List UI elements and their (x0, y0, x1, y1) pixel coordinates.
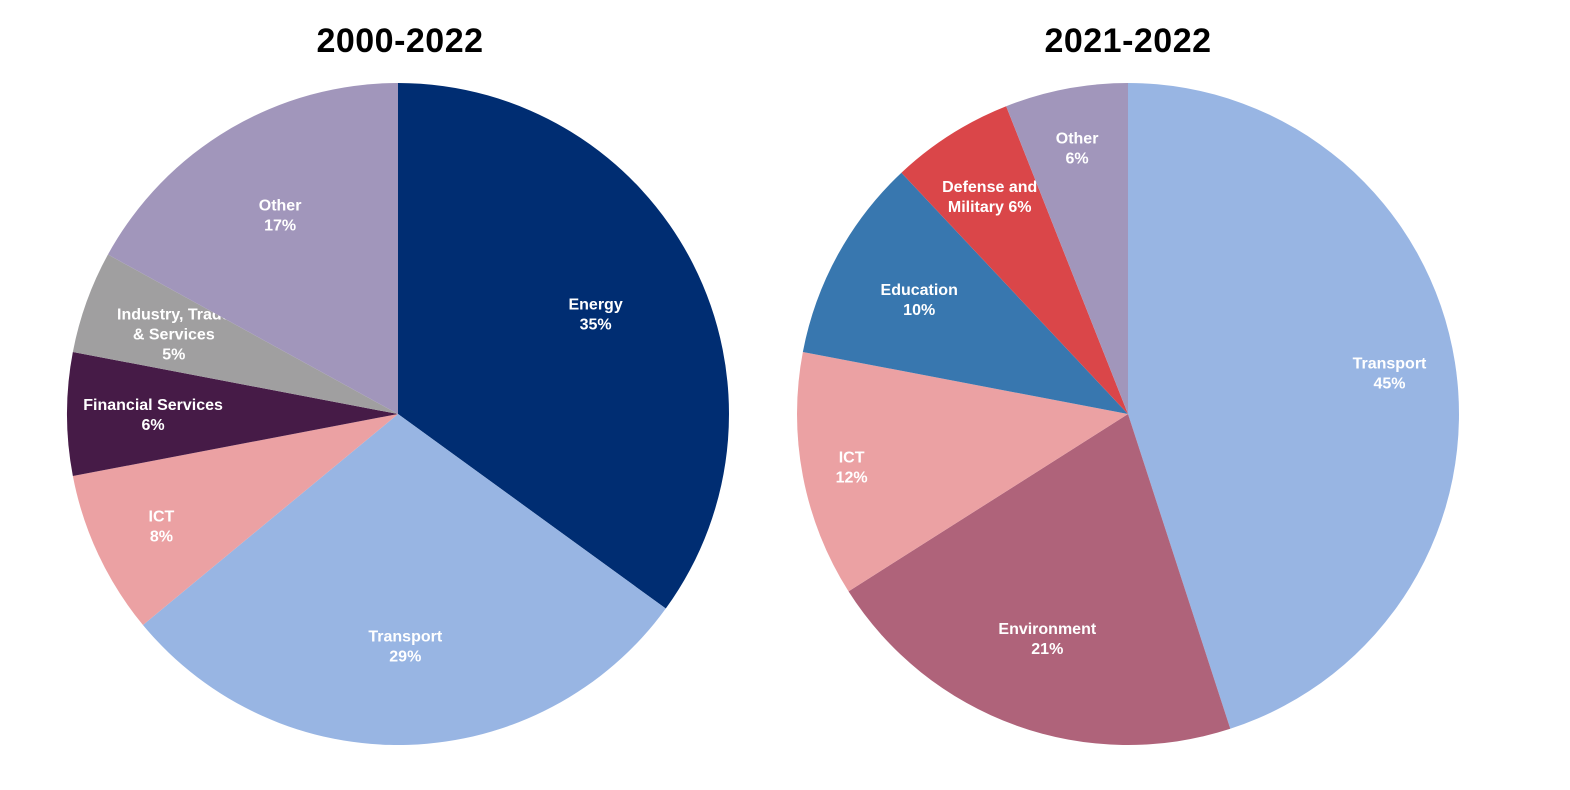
slice-label-line: Industry, Trade (117, 306, 231, 323)
slice-label-line: 45% (1373, 376, 1405, 393)
slice-label-line: Energy (568, 296, 622, 313)
chart-title-left: 2000-2022 (316, 22, 484, 60)
chart-title-right: 2021-2022 (1044, 22, 1212, 60)
pie-slice (398, 83, 729, 609)
pie-slice (901, 106, 1128, 415)
slice-label-line: 17% (264, 218, 296, 235)
pie-slice (72, 254, 399, 414)
slice-label: ICT 12% (836, 450, 868, 487)
slice-label-line: 5% (162, 346, 185, 363)
slice-label: Defense and Military 6% (942, 179, 1037, 216)
slice-label-line: Other (259, 198, 302, 215)
pie-slice (107, 83, 398, 414)
pie-slice (72, 414, 399, 625)
slice-label: Energy 35% (568, 296, 622, 333)
pie-slice (66, 351, 399, 477)
slice-label: Other 17% (259, 198, 302, 235)
slice-label-line: 10% (903, 302, 935, 319)
slice-label: Education 10% (881, 282, 958, 319)
slice-label: Transport 45% (1353, 356, 1427, 393)
slice-label-line: Transport (368, 629, 442, 646)
pie-chart-2000-2022: Energy 35% Transport 29% ICT 8% Financial Serv… (66, 83, 729, 745)
slice-label: Industry, Trade & Services 5% (117, 306, 231, 363)
slice-label-line: 6% (1066, 150, 1089, 167)
pie-slice (848, 414, 1231, 745)
slice-label-line: 35% (580, 316, 612, 333)
pie-slice (796, 351, 1128, 592)
slice-label-line: 12% (836, 470, 868, 487)
slice-label: Environment 21% (998, 621, 1096, 658)
slice-label-line: ICT (839, 450, 865, 467)
slice-label-line: 21% (1031, 641, 1063, 658)
slice-label-line: Military 6% (948, 199, 1032, 216)
slice-label-line: Environment (998, 621, 1096, 638)
pie-slice (142, 414, 666, 745)
slice-label-line: 29% (389, 649, 421, 666)
slice-label-line: Financial Services (83, 397, 223, 414)
slice-label: Financial Services 6% (83, 397, 223, 434)
slice-label-line: & Services (133, 326, 215, 343)
pie-chart-2021-2022: Transport 45% Environment 21% ICT 12% Educatio… (796, 83, 1459, 745)
slice-label: Other 6% (1056, 130, 1099, 167)
slice-label-line: Transport (1353, 356, 1427, 373)
pie-slice (1006, 83, 1128, 414)
slice-label: ICT 8% (149, 508, 175, 545)
slice-label-line: Other (1056, 130, 1099, 147)
slice-label-line: Education (881, 282, 958, 299)
slice-label: Transport 29% (368, 629, 442, 666)
slice-label-line: ICT (149, 508, 175, 525)
slice-label-line: 6% (142, 417, 165, 434)
pie-slice (802, 172, 1128, 414)
pie-slice (1128, 83, 1459, 729)
slice-label-line: Defense and (942, 179, 1037, 196)
slice-label-line: 8% (150, 528, 173, 545)
